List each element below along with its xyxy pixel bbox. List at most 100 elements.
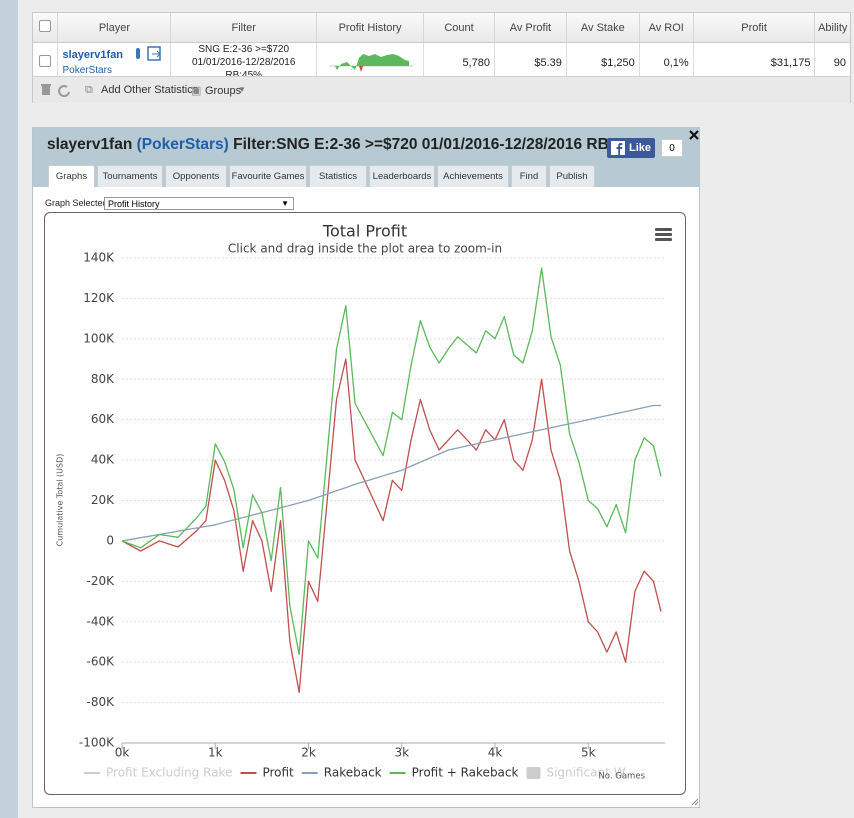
column-header[interactable]: Av ROI: [639, 13, 694, 43]
filter-cell: SNG E:2-36 >=$720 01/01/2016-12/28/2016 …: [170, 42, 318, 82]
close-button[interactable]: [688, 129, 700, 141]
graph-selected-label: Graph Selected:: [45, 198, 111, 208]
like-button[interactable]: Like: [607, 138, 655, 158]
column-header[interactable]: Filter: [170, 13, 318, 43]
side-strip: [0, 0, 18, 818]
sparkline-cell: [316, 42, 425, 82]
column-header[interactable]: Profit History: [316, 13, 425, 43]
panel-header: slayerv1fan (PokerStars) Filter:SNG E:2-…: [33, 128, 699, 187]
y-tick-label: 80K: [91, 372, 115, 386]
profit-cell: $31,175: [693, 42, 816, 82]
select-all[interactable]: [33, 13, 59, 43]
tab[interactable]: Statistics: [309, 165, 367, 187]
y-tick-label: 20K: [91, 493, 115, 507]
legend-item[interactable]: Profit: [240, 766, 294, 780]
legend-label: Profit Excluding Rake: [106, 766, 232, 780]
column-header[interactable]: Av Profit: [494, 13, 567, 43]
player-link[interactable]: slayerv1fan: [62, 49, 124, 61]
column-header[interactable]: Profit: [693, 13, 816, 43]
series-line: [121, 404, 661, 542]
add-icon: ⧉: [85, 84, 93, 96]
panel-filter: Filter:SNG E:2-36 >=$720 01/01/2016-12/2…: [233, 136, 645, 153]
tab[interactable]: Find: [511, 165, 547, 187]
x-tick-label: 1k: [208, 746, 223, 760]
site-link[interactable]: PokerStars: [62, 65, 112, 76]
panel-site[interactable]: (PokerStars): [136, 136, 229, 153]
column-header[interactable]: Ability: [814, 13, 850, 43]
row-checkbox[interactable]: [33, 42, 59, 82]
player-cell: slayerv1fan PokerStars: [57, 42, 172, 82]
column-header[interactable]: Count: [423, 13, 495, 43]
sparkline: [329, 54, 414, 72]
graph-select-value: Profit History: [108, 199, 160, 209]
y-tick-label: -100K: [79, 736, 115, 750]
add-stats-button[interactable]: Add Other Statistics: [101, 84, 199, 96]
graph-select[interactable]: Profit History ▼: [104, 197, 294, 210]
legend-item[interactable]: Profit Excluding Rake: [84, 766, 232, 780]
legend-item[interactable]: Significant W: [526, 766, 626, 780]
tab[interactable]: Graphs: [48, 165, 95, 187]
y-tick-label: -60K: [87, 655, 116, 669]
series-line: [121, 267, 662, 656]
y-axis-label: Cumulative Total (USD): [56, 454, 65, 547]
x-tick-label: 5k: [581, 746, 596, 760]
legend-label: Rakeback: [324, 766, 382, 780]
y-tick-label: 140K: [83, 251, 115, 265]
y-tick-label: 0: [106, 533, 114, 547]
ability-cell: 90: [833, 56, 846, 69]
legend-swatch: [526, 767, 541, 779]
toolbar-icons[interactable]: [41, 83, 81, 97]
tab[interactable]: Favourite Games: [229, 165, 307, 187]
tab[interactable]: Opponents: [165, 165, 227, 187]
like-label: Like: [629, 142, 652, 154]
groups-button[interactable]: Groups: [205, 85, 242, 97]
row-icons[interactable]: [134, 46, 164, 62]
y-tick-label: 60K: [91, 412, 115, 426]
count-cell: 5,780: [423, 42, 495, 82]
av-stake-cell: $1,250: [566, 42, 640, 82]
fb-icon: [611, 141, 625, 155]
chart-title: Total Profit: [322, 222, 407, 241]
x-tick-label: 3k: [394, 746, 409, 760]
legend-label: Profit + Rakeback: [412, 766, 519, 780]
data-row: slayerv1fan PokerStars SNG E:2-36 >=$720…: [33, 42, 850, 82]
tab[interactable]: Leaderboards: [369, 165, 435, 187]
av-profit-cell: $5.39: [494, 42, 567, 82]
series-line: [121, 358, 662, 694]
groups-caret: ▼: [238, 85, 246, 94]
tab[interactable]: Publish: [549, 165, 595, 187]
y-tick-label: -40K: [87, 614, 116, 628]
chart-menu[interactable]: [655, 228, 672, 241]
y-tick-label: 100K: [83, 331, 115, 345]
y-tick-label: 120K: [83, 291, 115, 305]
x-tick-label: 4k: [488, 746, 503, 760]
y-tick-label: 40K: [91, 453, 115, 467]
av-roi-cell: 0,1%: [639, 42, 694, 82]
stats-table: Player Filter Profit History Count Av Pr…: [33, 13, 850, 82]
groups-icon: ▣: [191, 85, 202, 97]
y-tick-label: -20K: [87, 574, 116, 588]
y-tick-label: -80K: [87, 695, 116, 709]
legend-item[interactable]: Rakeback: [301, 766, 382, 780]
legend-item[interactable]: Profit + Rakeback: [389, 766, 519, 780]
chart: Total Profit Click and drag inside the p…: [56, 222, 672, 782]
panel-title: slayerv1fan (PokerStars) Filter:SNG E:2-…: [47, 136, 645, 154]
legend-label: Significant W: [546, 766, 625, 780]
legend-label: Profit: [262, 766, 294, 780]
header-row: Player Filter Profit History Count Av Pr…: [33, 13, 850, 43]
chart-subtitle: Click and drag inside the plot area to z…: [228, 242, 502, 256]
stats-table-box: Player Filter Profit History Count Av Pr…: [32, 12, 851, 103]
table-toolbar: ⧉ Add Other Statistics ▣ Groups ▼: [33, 76, 850, 103]
x-axis-label: No. Games: [598, 772, 645, 782]
x-tick-label: 2k: [301, 746, 316, 760]
panel-player: slayerv1fan: [47, 136, 133, 153]
tab[interactable]: Tournaments: [97, 165, 163, 187]
resize-handle[interactable]: [691, 798, 699, 806]
chart-frame: [44, 212, 686, 795]
column-header[interactable]: Av Stake: [566, 13, 640, 43]
tab[interactable]: Achievements: [437, 165, 509, 187]
x-tick-label: 0k: [115, 746, 130, 760]
column-header[interactable]: Player: [57, 13, 172, 43]
like-count: 0: [661, 139, 683, 157]
